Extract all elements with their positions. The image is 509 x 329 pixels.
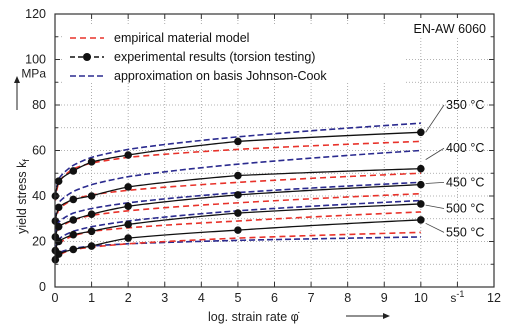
experimental-data-point — [417, 216, 425, 224]
experimental-data-point — [417, 180, 425, 189]
legend-label: experimental results (torsion testing) — [114, 50, 315, 64]
y-tick-label: 60 — [32, 144, 46, 158]
legend-label: approximation on basis Johnson-Cook — [114, 69, 327, 83]
x-tick-label: 1 — [88, 291, 95, 305]
experimental-data-point — [69, 216, 78, 224]
experimental-data-point — [234, 137, 242, 146]
x-tick-label: 0 — [52, 291, 59, 305]
experimental-data-point — [87, 242, 96, 250]
x-tick-label: 4 — [198, 291, 205, 305]
y-tick-label: 40 — [32, 189, 46, 203]
x-tick-label: 8 — [344, 291, 351, 305]
experimental-data-point — [54, 222, 63, 231]
experimental-data-point — [234, 209, 242, 217]
x-axis-arrowhead — [383, 313, 390, 319]
legend-label: empirical material model — [114, 31, 249, 45]
empirical-series-line — [54, 172, 421, 224]
material-label: EN-AW 6060 — [414, 22, 487, 36]
y-axis-title: yield stress kf — [15, 159, 31, 234]
experimental-data-point — [234, 226, 242, 234]
x-tick-label: 10 — [414, 291, 428, 305]
empirical-series-line — [54, 140, 421, 201]
johnson-cook-series-line — [54, 199, 421, 250]
x-tick-label: 2 — [125, 291, 132, 305]
experimental-data-point — [87, 210, 96, 218]
x-tick-label: 6 — [271, 291, 278, 305]
experimental-data-point — [69, 167, 78, 175]
johnson-cook-series-line — [54, 181, 421, 235]
y-tick-label: 120 — [25, 7, 46, 21]
series-layer — [51, 122, 425, 264]
x-axis-title: log. strain rate φ̇ — [208, 310, 300, 324]
x-tick-label: 7 — [308, 291, 315, 305]
y-unit-label: MPa — [21, 67, 46, 81]
legend-marker-experimental — [83, 53, 91, 61]
material-label-background — [402, 18, 488, 38]
experimental-series-line — [54, 168, 421, 222]
experimental-data-point — [417, 164, 425, 173]
experimental-data-point — [234, 191, 242, 199]
experimental-data-point — [124, 202, 132, 211]
x-tick-label: 3 — [161, 291, 168, 305]
y-tick-label: 100 — [25, 53, 46, 67]
labels-layer: 0 1 2 3 4 5 6 7 8 9 10 12020406080100120MPas-1yield… — [14, 7, 501, 324]
x-tick-label: 12 — [487, 291, 501, 305]
temperature-leader-line — [425, 181, 445, 184]
experimental-series-line — [54, 203, 421, 251]
y-tick-label: 20 — [32, 235, 46, 249]
experimental-data-point — [54, 250, 63, 258]
experimental-data-point — [87, 158, 96, 166]
y-tick-label: 0 — [39, 280, 46, 294]
experimental-data-point — [417, 128, 425, 137]
experimental-data-point — [124, 220, 132, 229]
johnson-cook-series-line — [54, 122, 421, 197]
experimental-series-line — [54, 219, 421, 260]
experimental-data-point — [54, 177, 63, 186]
empirical-series-line — [54, 211, 421, 254]
experimental-data-point — [124, 234, 132, 242]
y-axis-arrowhead — [14, 76, 20, 83]
temperature-leader-line — [425, 104, 445, 133]
experimental-data-point — [69, 245, 78, 254]
x-tick-label: 9 — [381, 291, 388, 305]
experimental-series-line — [54, 131, 421, 197]
temperature-leader-line — [425, 204, 445, 209]
y-axis-title-subscript: f — [21, 159, 31, 162]
legend-layer: EN-AW 6060 empirical material model experi… — [64, 18, 488, 83]
temperature-label: 400 °C — [446, 141, 484, 155]
temperature-leader-line — [425, 147, 445, 160]
experimental-data-point — [124, 151, 132, 159]
experimental-data-point — [87, 192, 96, 200]
x-unit-superscript: -1 — [456, 289, 464, 299]
temperature-label: 550 °C — [446, 225, 484, 239]
experimental-data-point — [54, 203, 63, 212]
experimental-data-point — [69, 195, 78, 204]
empirical-series-line — [54, 231, 421, 263]
experimental-series-line — [54, 183, 421, 238]
x-tick-label: 5 — [234, 291, 241, 305]
johnson-cook-series-line — [54, 149, 421, 219]
temperature-label: 450 °C — [446, 175, 484, 189]
experimental-data-point — [87, 227, 96, 236]
experimental-data-point — [124, 183, 132, 191]
legend-background — [64, 25, 404, 83]
experimental-data-point — [69, 230, 78, 239]
experimental-data-point — [417, 200, 425, 208]
temperature-label: 500 °C — [446, 202, 484, 216]
temperature-leader-line — [425, 222, 445, 233]
axes-layer — [54, 13, 495, 288]
y-tick-label: 80 — [32, 98, 46, 112]
experimental-data-point — [234, 171, 242, 180]
temperature-label: 350 °C — [446, 98, 484, 112]
